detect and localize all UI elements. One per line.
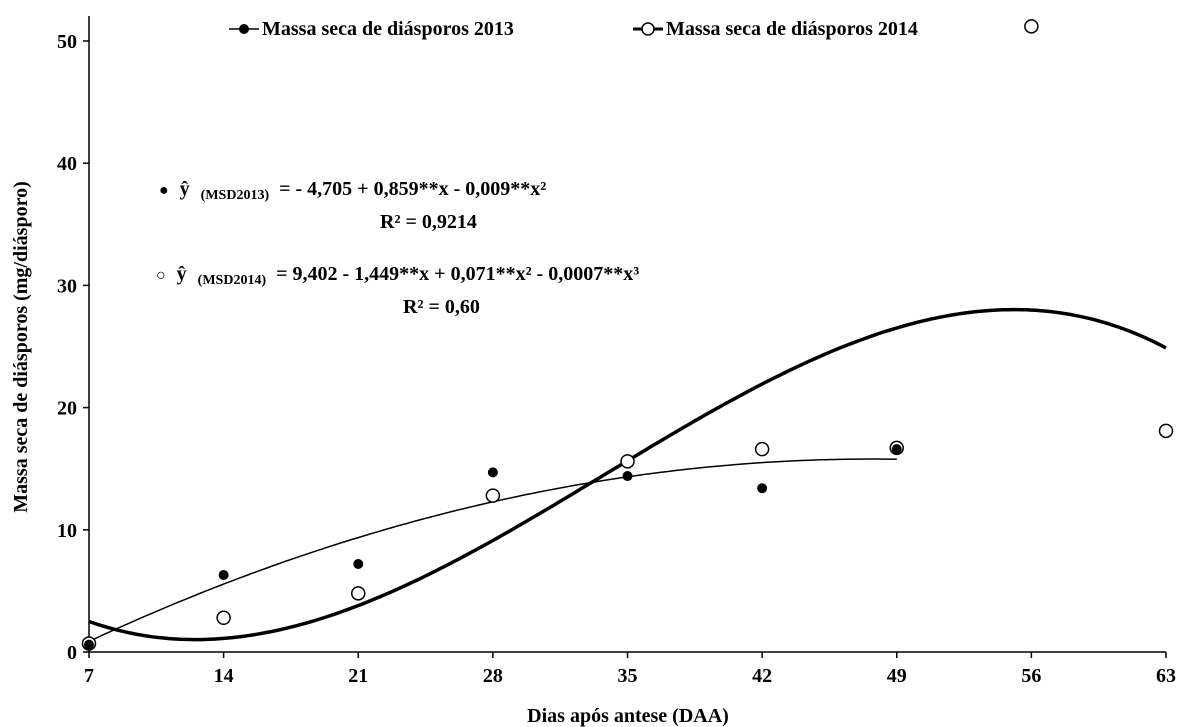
- equation-2013-subscript: (MSD2013): [201, 188, 270, 203]
- x-tick-label: 21: [348, 665, 368, 687]
- equation-2013-yhat: ŷ: [180, 178, 190, 200]
- data-point-2014: [620, 454, 635, 469]
- x-tick-label: 7: [84, 665, 94, 687]
- equation-2013-expression: = - 4,705 + 0,859**x - 0,009**x²: [279, 178, 546, 200]
- data-point-2014: [216, 610, 231, 626]
- data-point-2014: [351, 586, 366, 601]
- legend: Massa seca de diásporos 2013 Massa seca …: [229, 18, 918, 40]
- equation-2013-symbol: ●: [159, 182, 169, 199]
- data-point-2013: [84, 639, 94, 650]
- equation-2014-subscript: (MSD2014): [198, 273, 267, 288]
- legend-item-2013: Massa seca de diásporos 2013: [229, 18, 514, 40]
- x-tick-label: 42: [752, 665, 772, 687]
- svg-text:● ŷ (MSD2013): ● ŷ (MSD2013) = - 4,705 + 0,859**x - 0,0…: [159, 178, 546, 204]
- data-points: [81, 19, 1174, 651]
- legend-label-2014: Massa seca de diásporos 2014: [666, 18, 918, 40]
- y-tick-label: 10: [57, 520, 77, 542]
- x-tick-label: 35: [618, 665, 638, 687]
- y-tick-label: 30: [57, 275, 77, 297]
- svg-text:○ ŷ (MSD2014): ○ ŷ (MSD2014) = 9,402 - 1,449**x + 0,071…: [156, 263, 639, 289]
- legend-label-2013: Massa seca de diásporos 2013: [262, 18, 514, 40]
- x-tick-label: 63: [1156, 665, 1176, 687]
- data-point-2013: [487, 467, 498, 478]
- equation-2014-symbol: ○: [156, 267, 166, 284]
- equation-2014-yhat: ŷ: [177, 263, 187, 285]
- x-tick-label: 14: [214, 665, 234, 687]
- equation-2013: ● ŷ (MSD2013) = - 4,705 + 0,859**x - 0,0…: [159, 178, 546, 233]
- data-point-2013: [891, 444, 902, 455]
- y-tick-label: 40: [57, 153, 77, 175]
- data-point-2013: [622, 471, 633, 482]
- axes: 7 14 21 28 35 42 49 56 63 0 10 20 30 40 50: [57, 16, 1176, 687]
- data-point-2014: [754, 441, 770, 457]
- x-tick-label: 56: [1021, 665, 1041, 687]
- data-point-2014: [485, 488, 501, 503]
- y-tick-label: 20: [57, 398, 77, 420]
- data-point-2013: [218, 570, 229, 581]
- legend-item-2014: Massa seca de diásporos 2014: [633, 18, 918, 40]
- x-axis-label: Dias após antese (DAA): [527, 705, 729, 727]
- equation-2014: ○ ŷ (MSD2014) = 9,402 - 1,449**x + 0,071…: [156, 263, 639, 318]
- x-tick-label: 49: [887, 665, 907, 687]
- data-point-2014: [1158, 423, 1174, 439]
- y-tick-label: 50: [57, 31, 77, 53]
- equation-2014-expression: = 9,402 - 1,449**x + 0,071**x² - 0,0007*…: [276, 263, 639, 285]
- fit-curve-2013: [88, 458, 897, 643]
- y-ticks: 0 10 20 30 40 50: [57, 31, 89, 664]
- x-ticks: 7 14 21 28 35 42 49 56 63: [84, 652, 1176, 687]
- x-tick-label: 28: [483, 665, 503, 687]
- equation-2014-r2: R² = 0,60: [403, 296, 480, 318]
- y-tick-label: 0: [67, 642, 77, 664]
- y-axis-label: Massa seca de diásporos (mg/diásporo): [10, 181, 32, 513]
- data-point-2013: [757, 483, 768, 494]
- data-point-2014: [1024, 19, 1039, 34]
- equation-2013-r2: R² = 0,9214: [380, 211, 477, 233]
- data-point-2013: [353, 559, 364, 570]
